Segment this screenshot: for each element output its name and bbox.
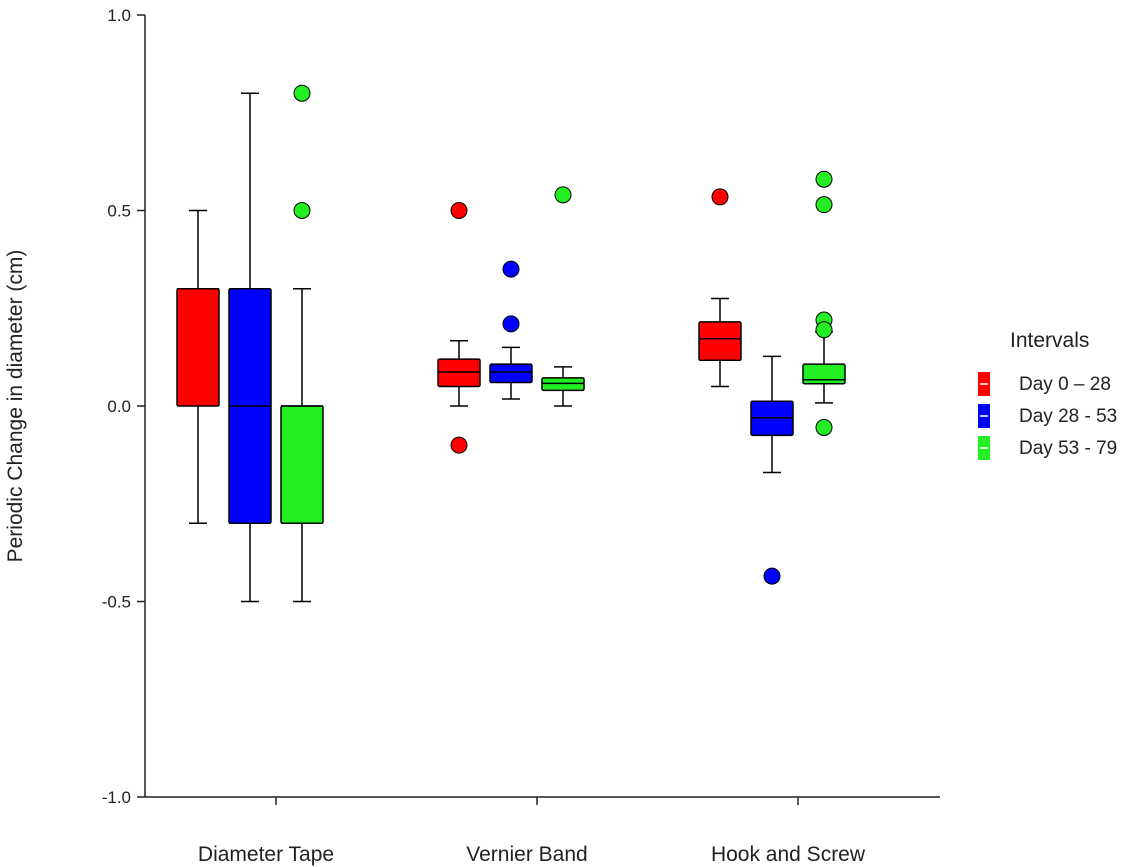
outlier-point xyxy=(815,419,833,437)
box-1-2 xyxy=(750,355,794,585)
outlier-point xyxy=(815,321,833,339)
outlier-point xyxy=(815,196,833,214)
outlier-point xyxy=(815,170,833,188)
x-axis-ticks: Diameter Tape Vernier Band Hook and Screw xyxy=(198,797,866,866)
legend-label: Day 28 - 53 xyxy=(1019,406,1117,427)
y-tick-label: 0.5 xyxy=(107,202,131,221)
y-tick-label: -1.0 xyxy=(102,788,131,807)
box-0-2 xyxy=(698,188,742,388)
y-tick-label: -0.5 xyxy=(102,593,131,612)
box-1-0 xyxy=(228,92,272,603)
outlier-point xyxy=(502,315,520,333)
outlier-point xyxy=(450,436,468,454)
box-2-2 xyxy=(802,170,846,437)
y-axis-title: Periodic Change in diameter (cm) xyxy=(4,250,27,563)
x-category-label: Diameter Tape xyxy=(198,843,334,866)
outlier-point xyxy=(450,202,468,219)
box-iqr xyxy=(489,363,533,384)
box-iqr xyxy=(698,321,742,362)
outlier-point xyxy=(502,260,520,278)
legend-entry: Day 0 – 28 xyxy=(978,372,1111,396)
box-2-1 xyxy=(541,186,585,407)
outlier-point xyxy=(554,186,572,204)
box-2-0 xyxy=(280,84,324,603)
legend-entry: Day 28 - 53 xyxy=(978,404,1117,428)
plot-area: 1.0 0.5 0.0 -0.5 -1.0 Diameter Tape Vernier B… xyxy=(4,6,940,866)
x-category-label: Vernier Band xyxy=(466,843,587,866)
box-iqr xyxy=(802,363,846,385)
box-iqr xyxy=(437,358,481,388)
legend-label: Day 0 – 28 xyxy=(1019,374,1111,395)
y-tick-label: 0.0 xyxy=(107,397,131,416)
box-iqr xyxy=(280,405,324,525)
legend-entry: Day 53 - 79 xyxy=(978,436,1117,460)
box-1-1 xyxy=(489,260,533,400)
outlier-point xyxy=(711,188,729,206)
legend-label: Day 53 - 79 xyxy=(1019,438,1117,459)
box-series-group xyxy=(176,84,846,603)
outlier-point xyxy=(293,84,311,102)
box-0-1 xyxy=(437,202,481,454)
x-category-label: Hook and Screw xyxy=(711,843,866,866)
box-iqr xyxy=(541,377,585,392)
outlier-point xyxy=(763,567,781,585)
y-tick-label: 1.0 xyxy=(107,6,131,25)
legend: Intervals Day 0 – 28 Day 28 - 53 Day 53 - … xyxy=(978,329,1117,460)
outlier-point xyxy=(293,202,311,219)
box-0-0 xyxy=(176,209,220,525)
box-iqr xyxy=(176,287,220,407)
legend-title: Intervals xyxy=(1010,329,1089,352)
y-axis-ticks: 1.0 0.5 0.0 -0.5 -1.0 xyxy=(102,6,145,807)
legend-entries: Day 0 – 28 Day 28 - 53 Day 53 - 79 xyxy=(978,372,1117,460)
